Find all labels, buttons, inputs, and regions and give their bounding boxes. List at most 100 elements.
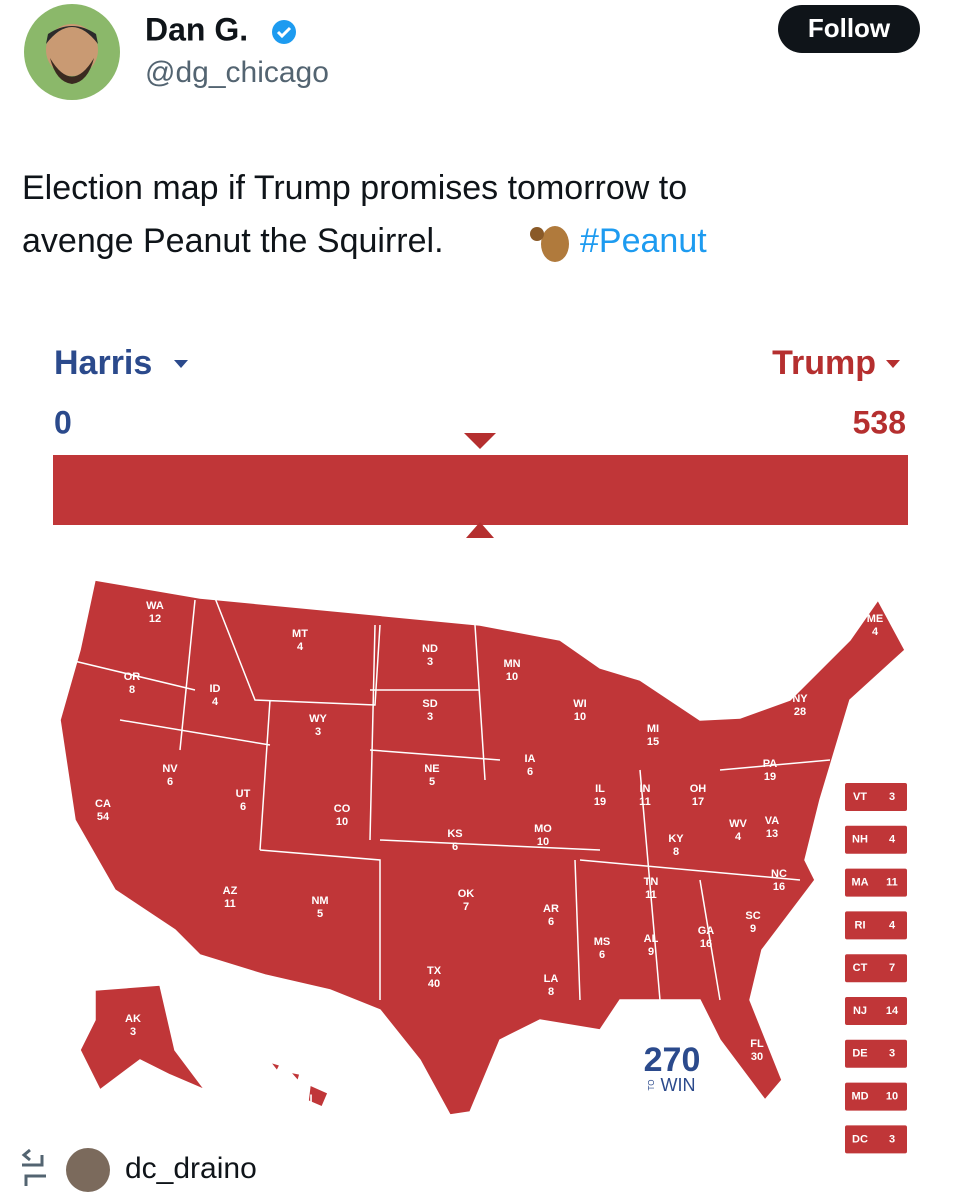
- dropdown-arrow[interactable]: [886, 360, 900, 368]
- state-votes: 4: [297, 641, 304, 653]
- state-abbr: SD: [422, 698, 437, 710]
- candidate-votes: 0: [54, 404, 72, 440]
- small-state-votes: 3: [889, 1133, 895, 1145]
- small-state-box: [845, 1082, 907, 1111]
- state-abbr: HI: [302, 1093, 313, 1105]
- small-state-abbr: CT: [853, 962, 868, 974]
- state-votes: 28: [794, 706, 806, 718]
- small-state-abbr: DE: [852, 1048, 867, 1060]
- dropdown-arrow[interactable]: [174, 360, 188, 368]
- state-votes: 16: [773, 881, 785, 893]
- state-abbr: AR: [543, 903, 559, 915]
- follow-label[interactable]: Follow: [808, 13, 891, 43]
- state-abbr: UT: [236, 788, 251, 800]
- state-votes: 6: [548, 916, 554, 928]
- state-votes: 4: [872, 626, 879, 638]
- follow-button[interactable]: [778, 5, 920, 53]
- reposter-name[interactable]: dc_draino: [125, 1152, 257, 1185]
- user-handle[interactable]: @dg_chicago: [145, 56, 329, 89]
- midpoint-marker: [464, 433, 496, 449]
- state-abbr: FL: [750, 1038, 764, 1050]
- hashtag[interactable]: #Peanut: [580, 222, 707, 260]
- state-abbr: PA: [763, 758, 778, 770]
- state-votes: 4: [304, 1106, 311, 1118]
- logo-text: WIN: [661, 1075, 696, 1095]
- small-state-abbr: VT: [853, 791, 867, 803]
- reposter-avatar[interactable]: [66, 1148, 110, 1192]
- state-abbr: ME: [867, 613, 884, 625]
- state-abbr: WY: [309, 713, 327, 725]
- state-abbr: MN: [503, 658, 520, 670]
- state-abbr: WA: [146, 600, 164, 612]
- us-map: [59, 579, 906, 1116]
- state-abbr: WI: [573, 698, 586, 710]
- small-state-votes: 3: [889, 791, 895, 803]
- tweet-text: avenge Peanut the Squirrel.: [22, 222, 444, 260]
- logo-prefix: TO: [647, 1080, 656, 1091]
- state-votes: 10: [537, 836, 549, 848]
- repost-icon: [21, 1148, 46, 1186]
- state-abbr: OK: [458, 888, 475, 900]
- state-abbr: SC: [745, 910, 760, 922]
- state-abbr: ID: [210, 683, 221, 695]
- small-state-box: [845, 783, 907, 811]
- state-abbr: MS: [594, 936, 611, 948]
- state-abbr: KS: [447, 828, 462, 840]
- candidate-name[interactable]: Trump: [772, 344, 876, 382]
- tweet-text: Election map if Trump promises tomorrow …: [22, 169, 687, 207]
- state-abbr: CO: [334, 803, 351, 815]
- small-state-box: [845, 954, 907, 983]
- state-abbr: MT: [292, 628, 308, 640]
- state-votes: 9: [648, 946, 654, 958]
- state-abbr: OR: [124, 671, 141, 683]
- state-abbr: KY: [668, 833, 684, 845]
- user-name[interactable]: Dan G.: [145, 11, 248, 47]
- state-votes: 6: [240, 801, 246, 813]
- state-votes: 3: [315, 726, 321, 738]
- logo-number: 270: [644, 1041, 701, 1079]
- state-votes: 6: [599, 949, 605, 961]
- state-votes: 8: [673, 846, 679, 858]
- state-votes: 3: [427, 711, 433, 723]
- state-votes: 19: [594, 796, 606, 808]
- state-votes: 6: [167, 776, 173, 788]
- state-votes: 8: [129, 684, 135, 696]
- state-votes: 19: [764, 771, 776, 783]
- state-votes: 13: [766, 828, 778, 840]
- small-state-abbr: MD: [851, 1091, 868, 1103]
- state-abbr: CA: [95, 798, 111, 810]
- state-abbr: AZ: [223, 885, 238, 897]
- state-votes: 11: [639, 796, 651, 808]
- state-votes: 5: [429, 776, 435, 788]
- state-abbr: NY: [792, 693, 808, 705]
- state-abbr: TX: [427, 965, 442, 977]
- small-state-abbr: RI: [855, 919, 866, 931]
- small-state-votes: 4: [889, 834, 896, 846]
- small-state-box: [845, 868, 907, 897]
- state-votes: 4: [212, 696, 219, 708]
- small-state-votes: 11: [886, 877, 898, 889]
- candidate-name[interactable]: Harris: [54, 344, 152, 382]
- small-state-box: [845, 1125, 907, 1154]
- state-abbr: OH: [690, 783, 707, 795]
- state-votes: 3: [130, 1026, 136, 1038]
- state-votes: 10: [336, 816, 348, 828]
- state-abbr: ND: [422, 643, 438, 655]
- vote-bar-segment: [53, 455, 908, 525]
- state-abbr: VA: [765, 815, 780, 827]
- state-votes: 12: [149, 613, 161, 625]
- state-abbr: LA: [544, 973, 559, 985]
- avatar-hat: [46, 26, 98, 44]
- state-votes: 5: [317, 908, 323, 920]
- state-votes: 11: [224, 898, 236, 910]
- verified-check: [276, 26, 292, 39]
- state-borders: [69, 597, 831, 1001]
- state-votes: 15: [647, 736, 659, 748]
- small-state-votes: 7: [889, 962, 895, 974]
- small-state-abbr: NJ: [853, 1005, 867, 1017]
- state-votes: 10: [506, 671, 518, 683]
- state-votes: 7: [463, 901, 469, 913]
- state-abbr: AL: [644, 933, 659, 945]
